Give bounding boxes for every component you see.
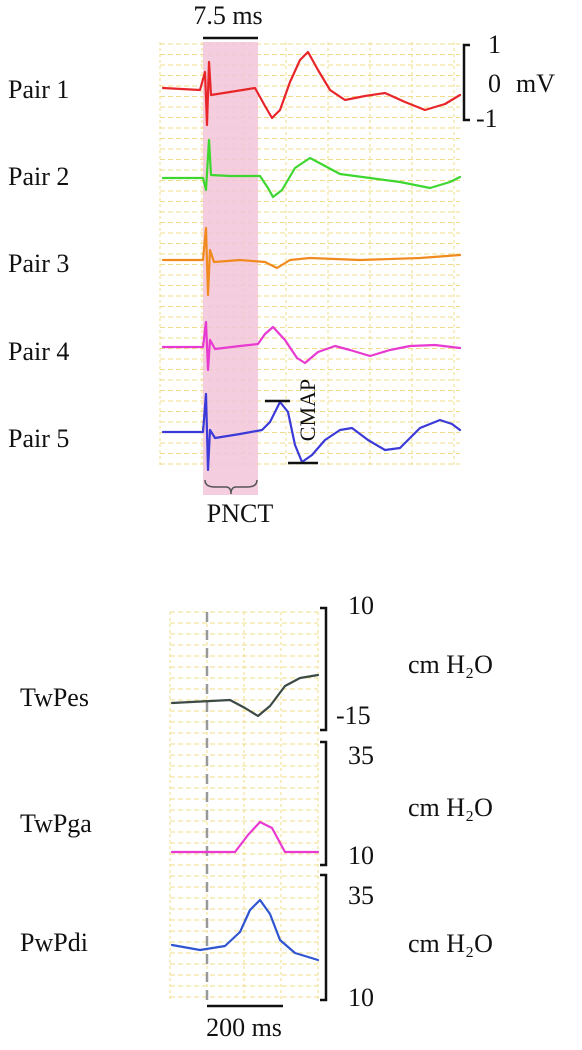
pnct-window	[203, 42, 258, 495]
trace-pair-2	[161, 138, 462, 199]
amplitude-bottom: -1	[476, 104, 498, 133]
unit-label: cm H₂O	[408, 929, 493, 958]
pnct-brace	[204, 479, 258, 495]
row-label: Pair 1	[8, 75, 69, 104]
time-scale-label: 200 ms	[206, 1013, 282, 1042]
trace-pair-1	[161, 50, 462, 127]
trace-pair-4	[161, 320, 462, 372]
scale-bottom: -15	[336, 701, 371, 730]
row-label: Pair 2	[8, 162, 69, 191]
row-label: TwPes	[20, 683, 89, 712]
row-label: PwPdi	[20, 928, 88, 957]
scale-bracket	[320, 606, 328, 732]
trace-pair-5	[161, 392, 462, 472]
scale-top: 35	[348, 881, 374, 910]
trace-pair-3	[161, 226, 462, 297]
row-label: Pair 4	[8, 337, 69, 366]
unit-label: cm H₂O	[408, 793, 493, 822]
amplitude-middle: 0	[488, 69, 501, 98]
row-label: Pair 3	[8, 249, 69, 278]
scale-top: 35	[348, 741, 374, 770]
amplitude-top: 1	[488, 30, 501, 59]
scale-top: 10	[348, 591, 374, 620]
amplitude-unit: mV	[516, 69, 555, 98]
amplitude-bracket	[462, 43, 470, 122]
unit-label: cm H₂O	[408, 650, 493, 679]
pnct-label: PNCT	[207, 499, 274, 528]
trace-pwpdi	[170, 898, 320, 962]
trace-twpga	[170, 820, 320, 854]
scale-bottom: 10	[348, 841, 374, 870]
scale-bottom: 10	[348, 983, 374, 1012]
time-scale-label: 7.5 ms	[193, 1, 262, 30]
row-label: Pair 5	[8, 424, 69, 453]
scale-bracket	[320, 873, 328, 1002]
cmap-label: CMAP	[295, 379, 320, 441]
trace-twpes	[170, 673, 320, 718]
row-label: TwPga	[20, 809, 92, 838]
scale-bracket	[320, 740, 328, 867]
